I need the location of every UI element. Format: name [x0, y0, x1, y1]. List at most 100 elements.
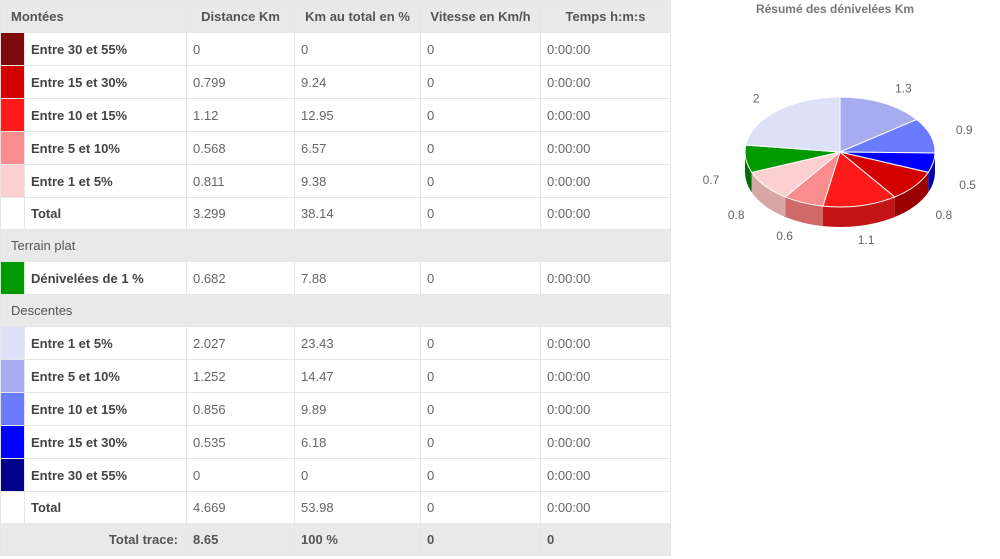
table-row: Entre 5 et 10% 1.252 14.47 0 0:00:00: [1, 360, 671, 393]
row-dist: 0.682: [187, 262, 295, 295]
row-temps: 0:00:00: [541, 262, 671, 295]
col-pct: Km au total en %: [295, 1, 421, 33]
pie-label: 0.8: [935, 208, 952, 222]
color-swatch: [1, 327, 25, 360]
color-swatch: [1, 360, 25, 393]
row-dist: 0.856: [187, 393, 295, 426]
table-row: Entre 1 et 5% 0.811 9.38 0 0:00:00: [1, 165, 671, 198]
row-temps: 0:00:00: [541, 360, 671, 393]
row-dist: 0.811: [187, 165, 295, 198]
color-swatch: [1, 66, 25, 99]
row-pct: 53.98: [295, 492, 421, 524]
row-pct: 9.89: [295, 393, 421, 426]
color-swatch: [1, 33, 25, 66]
row-dist: 0.535: [187, 426, 295, 459]
row-temps: 0:00:00: [541, 198, 671, 230]
row-temps: 0:00:00: [541, 327, 671, 360]
table-row: Total 4.669 53.98 0 0:00:00: [1, 492, 671, 524]
row-label: Entre 5 et 10%: [25, 360, 187, 393]
row-label: Entre 10 et 15%: [25, 393, 187, 426]
row-temps: 0:00:00: [541, 99, 671, 132]
row-pct: 7.88: [295, 262, 421, 295]
row-dist: 0: [187, 459, 295, 492]
color-swatch: [1, 198, 25, 230]
color-swatch: [1, 393, 25, 426]
row-label: Entre 15 et 30%: [25, 66, 187, 99]
pie-label: 1.1: [858, 233, 875, 247]
row-pct: 9.38: [295, 165, 421, 198]
section-terrain: Terrain plat: [1, 230, 671, 262]
row-label: Entre 5 et 10%: [25, 132, 187, 165]
row-vit: 0: [421, 99, 541, 132]
row-label: Entre 30 et 55%: [25, 459, 187, 492]
row-label: Entre 1 et 5%: [25, 165, 187, 198]
row-pct: 6.18: [295, 426, 421, 459]
pie-chart-area: Résumé des dénivelées Km 1.3 0.9 0.5 0.8 1.1…: [670, 0, 1000, 272]
chart-title: Résumé des dénivelées Km: [680, 2, 990, 16]
row-label: Total: [25, 492, 187, 524]
row-label: Entre 1 et 5%: [25, 327, 187, 360]
row-pct: 0: [295, 33, 421, 66]
row-temps: 0:00:00: [541, 165, 671, 198]
col-vitesse: Vitesse en Km/h: [421, 1, 541, 33]
row-dist: 2.027: [187, 327, 295, 360]
row-vit: 0: [421, 327, 541, 360]
col-temps: Temps h:m:s: [541, 1, 671, 33]
row-vit: 0: [421, 262, 541, 295]
row-pct: 0: [295, 459, 421, 492]
row-dist: 0.799: [187, 66, 295, 99]
color-swatch: [1, 132, 25, 165]
row-temps: 0:00:00: [541, 426, 671, 459]
denivelees-table: Montées Distance Km Km au total en % Vit…: [0, 0, 670, 556]
table-row: Entre 10 et 15% 1.12 12.95 0 0:00:00: [1, 99, 671, 132]
color-swatch: [1, 426, 25, 459]
table-row: Entre 30 et 55% 0 0 0 0:00:00: [1, 459, 671, 492]
row-vit: 0: [421, 426, 541, 459]
row-vit: 0: [421, 360, 541, 393]
row-vit: 0: [421, 66, 541, 99]
pie-label: 0.5: [959, 178, 976, 192]
row-label: Dénivelées de 1 %: [25, 262, 187, 295]
pie-label: 1.3: [895, 81, 912, 95]
color-swatch: [1, 99, 25, 132]
pie-label: 0.7: [703, 173, 720, 187]
row-label: Total: [25, 198, 187, 230]
table-row: Total 3.299 38.14 0 0:00:00: [1, 198, 671, 230]
row-vit: 0: [421, 165, 541, 198]
table-row: Dénivelées de 1 % 0.682 7.88 0 0:00:00: [1, 262, 671, 295]
pie-slice: [746, 97, 840, 152]
row-label: Entre 15 et 30%: [25, 426, 187, 459]
row-temps: 0:00:00: [541, 33, 671, 66]
row-pct: 9.24: [295, 66, 421, 99]
row-dist: 1.12: [187, 99, 295, 132]
row-pct: 23.43: [295, 327, 421, 360]
pie-label: 0.6: [776, 229, 793, 243]
pie-chart: 1.30.90.50.81.10.60.80.72: [680, 22, 1000, 272]
row-vit: 0: [421, 459, 541, 492]
row-pct: 14.47: [295, 360, 421, 393]
row-temps: 0:00:00: [541, 393, 671, 426]
row-vit: 0: [421, 198, 541, 230]
row-temps: 0:00:00: [541, 132, 671, 165]
row-pct: 6.57: [295, 132, 421, 165]
row-vit: 0: [421, 33, 541, 66]
row-temps: 0:00:00: [541, 66, 671, 99]
row-dist: 0: [187, 33, 295, 66]
row-dist: 1.252: [187, 360, 295, 393]
row-vit: 0: [421, 132, 541, 165]
table-row: Entre 30 et 55% 0 0 0 0:00:00: [1, 33, 671, 66]
col-distance: Distance Km: [187, 1, 295, 33]
color-swatch: [1, 262, 25, 295]
row-pct: 12.95: [295, 99, 421, 132]
table-row: Entre 10 et 15% 0.856 9.89 0 0:00:00: [1, 393, 671, 426]
color-swatch: [1, 165, 25, 198]
row-dist: 4.669: [187, 492, 295, 524]
row-label: Entre 30 et 55%: [25, 33, 187, 66]
row-dist: 3.299: [187, 198, 295, 230]
pie-label: 0.9: [956, 123, 973, 137]
pie-label: 0.8: [728, 208, 745, 222]
grand-total-row: Total trace: 8.65100 %00: [1, 524, 671, 556]
row-label: Entre 10 et 15%: [25, 99, 187, 132]
table-row: Entre 15 et 30% 0.535 6.18 0 0:00:00: [1, 426, 671, 459]
row-dist: 0.568: [187, 132, 295, 165]
